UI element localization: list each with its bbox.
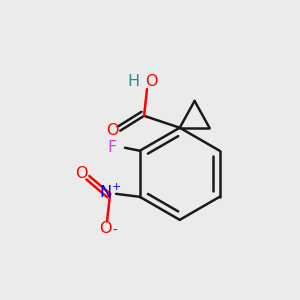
Text: O: O [145,74,158,89]
Text: O: O [99,220,112,236]
Text: F: F [107,140,116,155]
Text: N: N [100,185,112,200]
Text: -: - [112,224,117,238]
Text: O: O [76,166,88,181]
Text: +: + [112,182,121,192]
Text: O: O [106,123,119,138]
Text: H: H [128,74,140,89]
